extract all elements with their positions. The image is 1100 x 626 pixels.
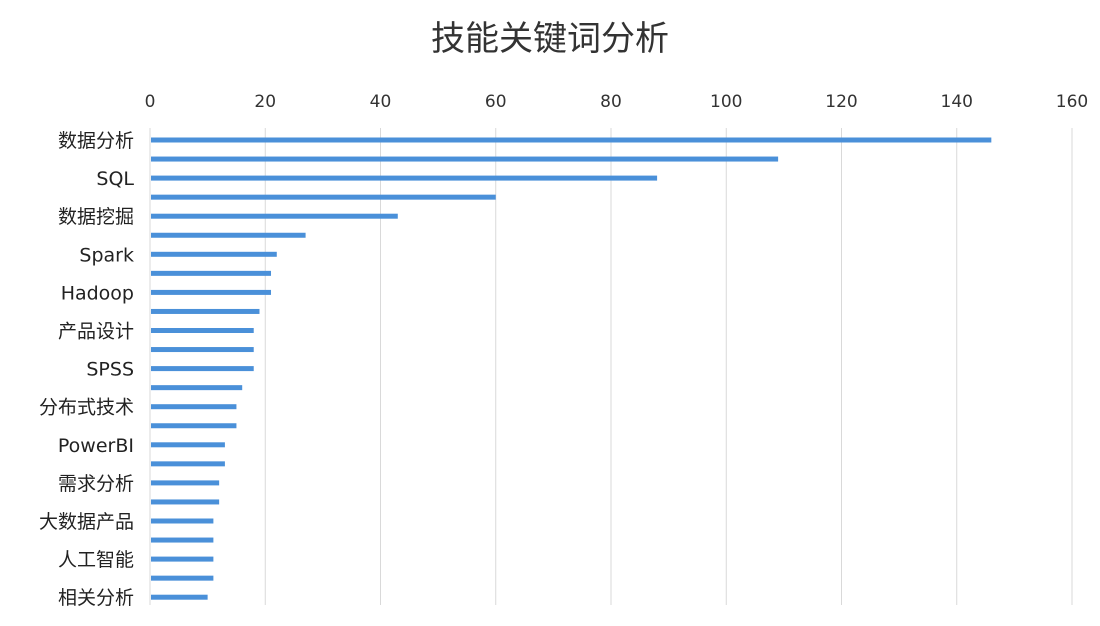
category-label: 相关分析 <box>58 587 134 609</box>
x-tick-label: 140 <box>941 92 973 112</box>
category-labels: 数据分析 SQL 数据挖掘 Spark Hadoop 产品设计 SPSS 分布式技术 Power… <box>39 130 134 609</box>
bar <box>151 213 398 219</box>
x-tick-label: 20 <box>254 92 276 112</box>
chart-title: 技能关键词分析 <box>431 19 669 59</box>
category-label: Spark <box>79 244 134 266</box>
x-tick-label: 160 <box>1056 92 1088 112</box>
category-label: 人工智能 <box>58 549 134 571</box>
bar <box>151 404 237 410</box>
bar <box>151 194 496 200</box>
bar <box>151 175 658 181</box>
gridlines <box>149 128 1073 605</box>
bar <box>151 347 254 353</box>
x-tick-label: 80 <box>600 92 622 112</box>
bar <box>151 556 214 562</box>
bar <box>151 328 254 333</box>
category-label: 数据挖掘 <box>58 206 134 228</box>
bar <box>151 518 214 524</box>
bar <box>151 385 243 391</box>
bar <box>151 480 220 486</box>
bar <box>151 137 992 143</box>
category-label: SPSS <box>86 359 134 381</box>
bar <box>151 461 225 467</box>
x-axis-ticks: 0 20 40 60 80 100 120 140 160 <box>145 92 1089 112</box>
bar <box>151 575 214 581</box>
bar <box>151 156 779 162</box>
bar <box>151 499 220 505</box>
bar <box>151 442 225 448</box>
bars <box>151 137 992 600</box>
category-label: SQL <box>96 168 134 190</box>
bar <box>151 594 208 600</box>
bar <box>151 270 272 276</box>
bar <box>151 308 260 314</box>
x-tick-label: 120 <box>825 92 857 112</box>
bar <box>151 366 254 372</box>
category-label: 分布式技术 <box>39 397 134 419</box>
bar <box>151 423 237 429</box>
category-label: 数据分析 <box>58 130 134 152</box>
x-tick-label: 0 <box>145 92 156 112</box>
category-label: PowerBI <box>58 435 134 457</box>
bar <box>151 251 277 257</box>
category-label: 大数据产品 <box>39 511 134 533</box>
bar <box>151 289 272 295</box>
x-tick-label: 40 <box>370 92 392 112</box>
category-label: 产品设计 <box>58 321 134 343</box>
bar <box>151 232 306 238</box>
bar <box>151 537 214 543</box>
category-label: Hadoop <box>61 282 134 304</box>
x-tick-label: 100 <box>710 92 742 112</box>
x-tick-label: 60 <box>485 92 507 112</box>
category-label: 需求分析 <box>58 473 134 495</box>
